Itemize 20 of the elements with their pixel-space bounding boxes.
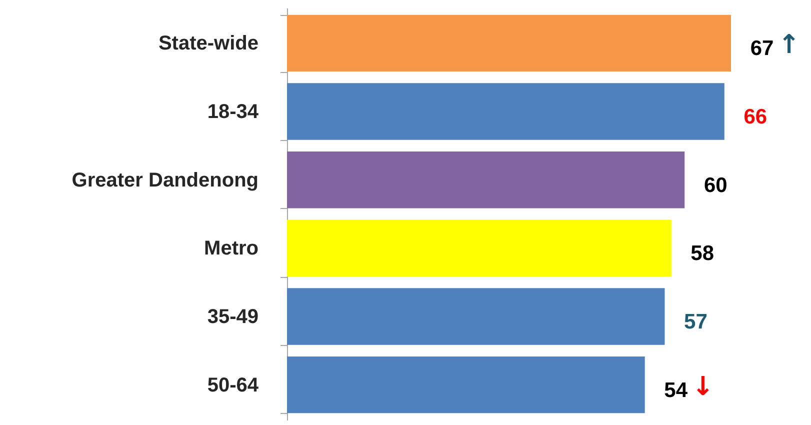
data-label: 67 — [750, 37, 774, 60]
bar — [287, 356, 645, 414]
y-tick-label: 35-49 — [207, 306, 258, 328]
data-label: 58 — [690, 242, 714, 266]
y-tick-label: 18-34 — [207, 101, 260, 124]
bar — [287, 288, 665, 345]
data-label: 57 — [684, 310, 708, 334]
bar — [287, 83, 724, 140]
data-label: 66 — [744, 106, 768, 129]
y-tick-label: Greater Dandenong — [72, 169, 258, 192]
data-label: 54 — [664, 378, 688, 402]
data-label: 60 — [704, 174, 728, 197]
y-tick-label: 50-64 — [207, 374, 260, 396]
annotation: ↑ — [778, 30, 800, 60]
bar — [287, 220, 672, 277]
y-tick-label: Metro — [204, 238, 258, 260]
annotation: ↓ — [692, 372, 714, 402]
bar — [287, 14, 731, 72]
y-tick-label: State-wide — [158, 32, 258, 55]
bar — [287, 151, 685, 208]
